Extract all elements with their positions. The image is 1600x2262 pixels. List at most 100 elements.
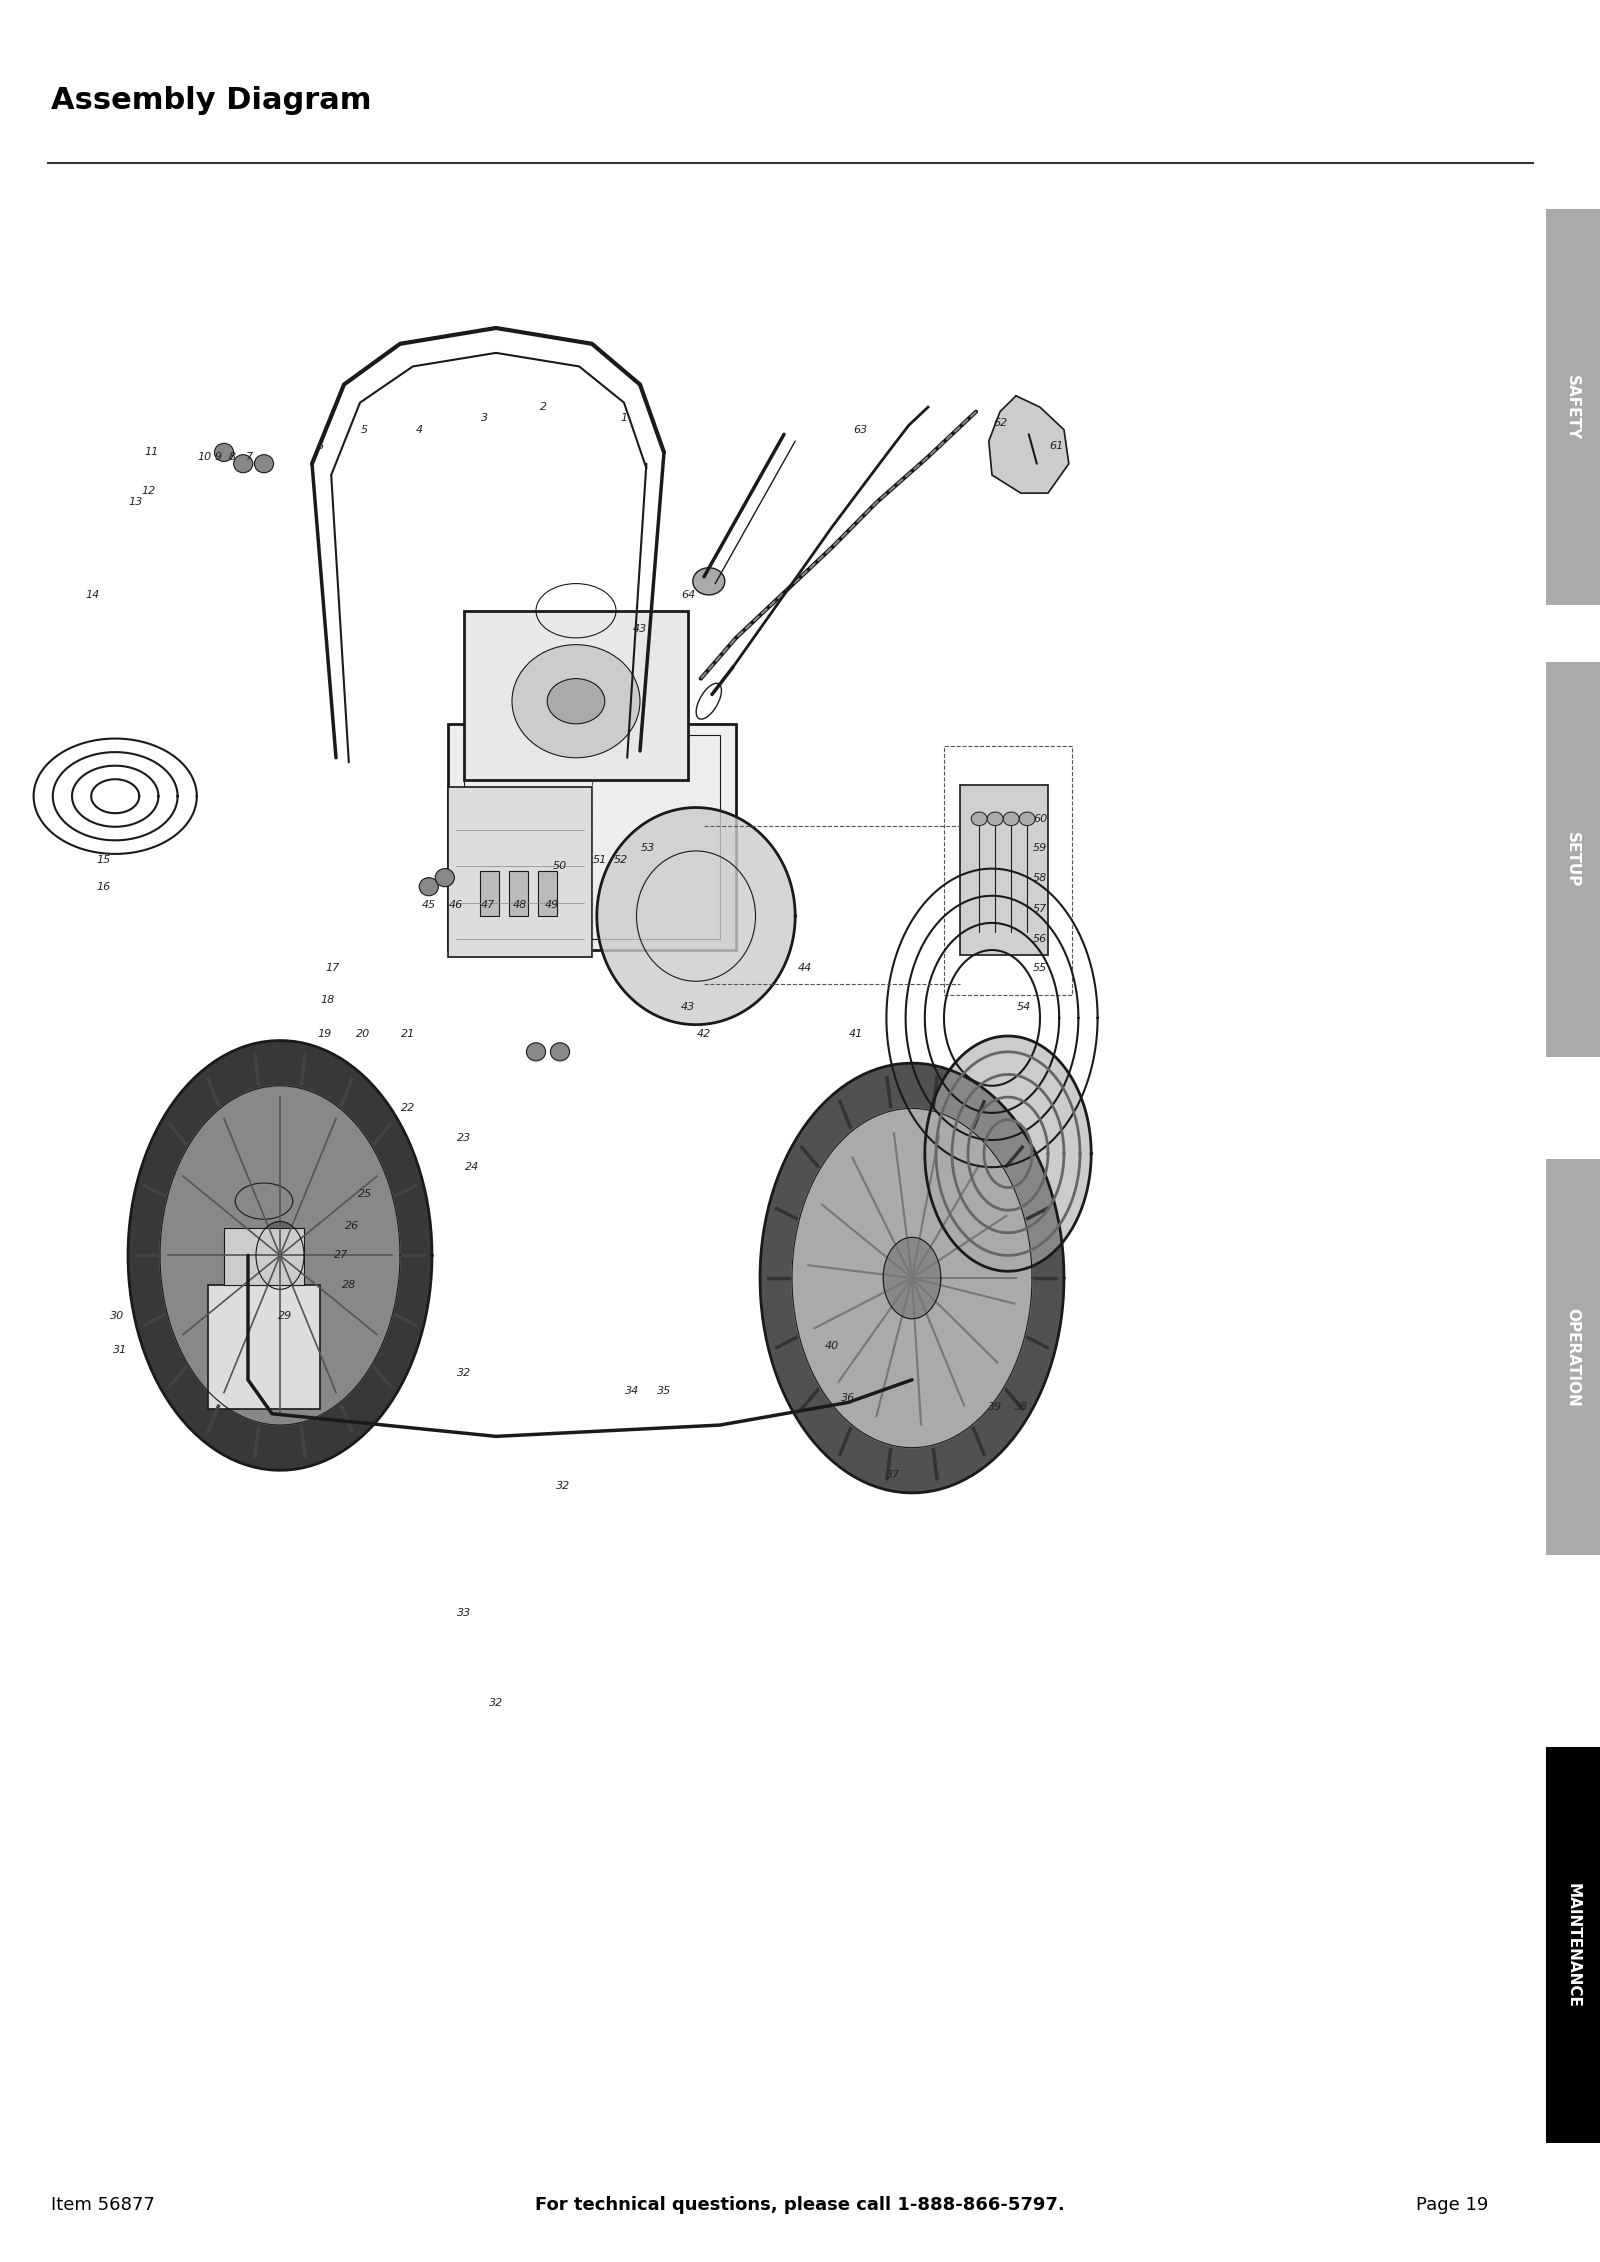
Text: 32: 32: [490, 1699, 502, 1708]
Text: 32: 32: [458, 1369, 470, 1378]
Text: 28: 28: [342, 1280, 355, 1289]
Text: 22: 22: [402, 1104, 414, 1113]
Text: 49: 49: [546, 900, 558, 909]
Text: 36: 36: [842, 1393, 854, 1402]
Text: 5: 5: [362, 425, 368, 434]
Ellipse shape: [254, 455, 274, 473]
Text: 29: 29: [278, 1312, 291, 1321]
Text: 43: 43: [682, 1002, 694, 1011]
Polygon shape: [256, 1221, 304, 1289]
Bar: [509, 871, 528, 916]
Text: 64: 64: [682, 590, 694, 599]
Text: 12: 12: [142, 486, 155, 495]
Text: 47: 47: [482, 900, 494, 909]
Bar: [944, 746, 1072, 995]
Text: 23: 23: [458, 1133, 470, 1142]
Bar: [480, 871, 499, 916]
Polygon shape: [160, 1086, 400, 1425]
Text: 56: 56: [1034, 934, 1046, 943]
Text: SETUP: SETUP: [1565, 832, 1581, 887]
Text: 42: 42: [698, 1029, 710, 1038]
Text: 10: 10: [198, 452, 211, 461]
Ellipse shape: [526, 1043, 546, 1061]
Text: 52: 52: [614, 855, 627, 864]
Ellipse shape: [1003, 812, 1019, 826]
Text: 18: 18: [322, 995, 334, 1004]
Text: 8: 8: [229, 452, 235, 461]
Ellipse shape: [234, 455, 253, 473]
Text: SAFETY: SAFETY: [1565, 375, 1581, 439]
Text: 63: 63: [854, 425, 867, 434]
Text: 51: 51: [594, 855, 606, 864]
Polygon shape: [925, 1036, 1091, 1271]
Text: 60: 60: [1034, 814, 1046, 823]
Text: 16: 16: [98, 882, 110, 891]
Text: 53: 53: [642, 844, 654, 853]
Text: 3: 3: [482, 414, 488, 423]
Text: For technical questions, please call 1-888-866-5797.: For technical questions, please call 1-8…: [534, 2196, 1066, 2214]
Text: 26: 26: [346, 1221, 358, 1231]
Bar: [448, 787, 592, 957]
Text: Assembly Diagram: Assembly Diagram: [51, 86, 371, 115]
Text: 24: 24: [466, 1163, 478, 1172]
Ellipse shape: [1019, 812, 1035, 826]
Text: Item 56877: Item 56877: [51, 2196, 155, 2214]
Text: 54: 54: [1018, 1002, 1030, 1011]
Text: 31: 31: [114, 1346, 126, 1355]
Text: 45: 45: [422, 900, 435, 909]
Text: 50: 50: [554, 862, 566, 871]
FancyBboxPatch shape: [1546, 1160, 1600, 1556]
Polygon shape: [883, 1237, 941, 1319]
Text: 59: 59: [1034, 844, 1046, 853]
Polygon shape: [597, 808, 795, 1025]
Text: 7: 7: [246, 452, 253, 461]
Text: MAINTENANCE: MAINTENANCE: [1565, 1882, 1581, 2009]
Text: 61: 61: [1050, 441, 1062, 450]
Ellipse shape: [693, 568, 725, 595]
FancyBboxPatch shape: [1546, 1746, 1600, 2144]
Text: OPERATION: OPERATION: [1565, 1307, 1581, 1407]
Text: 4: 4: [416, 425, 422, 434]
Text: 13: 13: [130, 498, 142, 507]
Polygon shape: [989, 396, 1069, 493]
Text: 46: 46: [450, 900, 462, 909]
Polygon shape: [128, 1041, 432, 1470]
Text: 1: 1: [621, 414, 627, 423]
Bar: [448, 724, 736, 950]
FancyBboxPatch shape: [1546, 210, 1600, 606]
Text: 40: 40: [826, 1341, 838, 1350]
Bar: [464, 611, 688, 780]
Text: 32: 32: [557, 1482, 570, 1491]
Text: 44: 44: [798, 964, 811, 973]
Bar: [208, 1285, 320, 1409]
Bar: [538, 871, 557, 916]
Text: 9: 9: [214, 452, 221, 461]
Text: 2: 2: [541, 403, 547, 412]
Text: 38: 38: [1014, 1402, 1027, 1411]
Text: 21: 21: [402, 1029, 414, 1038]
Text: 43: 43: [634, 624, 646, 633]
Text: 34: 34: [626, 1387, 638, 1396]
Text: 17: 17: [326, 964, 339, 973]
Bar: [224, 1228, 304, 1285]
Ellipse shape: [547, 679, 605, 724]
FancyBboxPatch shape: [1546, 661, 1600, 1059]
Ellipse shape: [435, 869, 454, 887]
Text: 20: 20: [357, 1029, 370, 1038]
Text: 27: 27: [334, 1251, 347, 1260]
Text: 11: 11: [146, 448, 158, 457]
Text: 48: 48: [514, 900, 526, 909]
Ellipse shape: [987, 812, 1003, 826]
Text: 30: 30: [110, 1312, 123, 1321]
Ellipse shape: [971, 812, 987, 826]
Text: 35: 35: [658, 1387, 670, 1396]
Ellipse shape: [214, 443, 234, 461]
Text: 57: 57: [1034, 905, 1046, 914]
Text: 19: 19: [318, 1029, 331, 1038]
Polygon shape: [760, 1063, 1064, 1493]
Ellipse shape: [550, 1043, 570, 1061]
Ellipse shape: [512, 645, 640, 758]
Text: 6: 6: [317, 441, 323, 450]
Text: 58: 58: [1034, 873, 1046, 882]
Bar: [960, 785, 1048, 955]
